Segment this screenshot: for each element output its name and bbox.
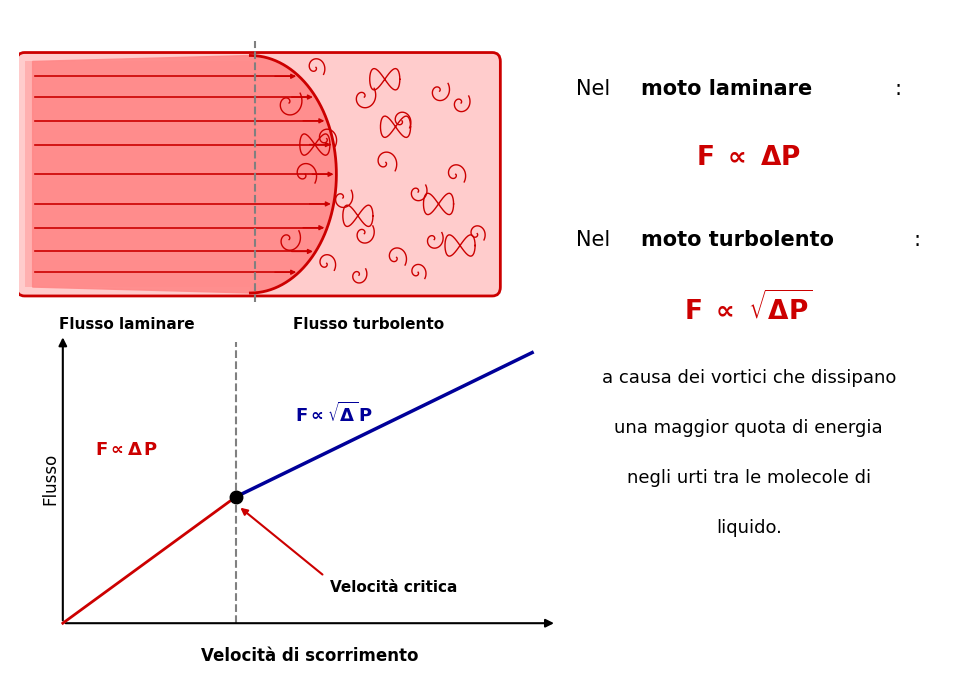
Text: moto laminare: moto laminare xyxy=(641,79,812,99)
Text: $\mathbf{F \propto \sqrt{\Delta}\,P}$: $\mathbf{F \propto \sqrt{\Delta}\,P}$ xyxy=(296,402,373,426)
Text: :: : xyxy=(914,230,921,250)
FancyBboxPatch shape xyxy=(16,52,500,296)
Text: Velocità critica: Velocità critica xyxy=(329,580,457,595)
Text: Nel: Nel xyxy=(576,79,617,99)
Text: a causa dei vortici che dissipano: a causa dei vortici che dissipano xyxy=(602,369,896,387)
Text: negli urti tra le molecole di: negli urti tra le molecole di xyxy=(627,469,871,487)
Text: $\mathbf{F\ \propto\ \sqrt{\Delta P}}$: $\mathbf{F\ \propto\ \sqrt{\Delta P}}$ xyxy=(684,291,813,326)
Polygon shape xyxy=(33,56,336,293)
Text: Flusso turbolento: Flusso turbolento xyxy=(293,316,444,332)
Text: Velocità di scorrimento: Velocità di scorrimento xyxy=(201,647,419,665)
Text: :: : xyxy=(895,79,901,99)
Text: Flusso: Flusso xyxy=(41,453,60,505)
Text: Flusso laminare: Flusso laminare xyxy=(59,316,195,332)
Text: $\mathbf{F\ \propto\ \Delta P}$: $\mathbf{F\ \propto\ \Delta P}$ xyxy=(696,145,802,171)
Text: $\mathbf{F \propto \Delta\,P}$: $\mathbf{F \propto \Delta\,P}$ xyxy=(95,441,158,459)
Text: una maggior quota di energia: una maggior quota di energia xyxy=(614,419,883,437)
Text: moto turbolento: moto turbolento xyxy=(641,230,834,250)
Text: liquido.: liquido. xyxy=(716,519,781,537)
Bar xyxy=(25,61,251,287)
Text: Nel: Nel xyxy=(576,230,617,250)
